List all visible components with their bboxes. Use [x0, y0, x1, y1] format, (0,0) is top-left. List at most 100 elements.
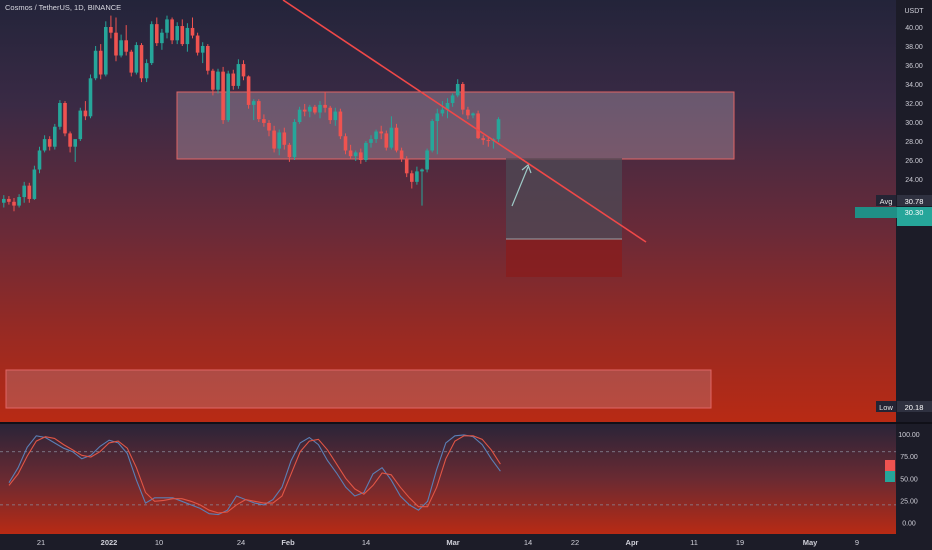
candle-body: [287, 144, 292, 158]
candle-body: [348, 150, 353, 157]
candle: [287, 142, 292, 162]
symbol-title[interactable]: Cosmos / TetherUS, 1D, BINANCE: [5, 3, 121, 12]
time-tick-label: Feb: [281, 538, 295, 547]
osc-tick-label: 50.00: [900, 476, 918, 483]
candle-body: [353, 152, 358, 157]
low-price-badge[interactable]: Low 20.18: [876, 401, 932, 412]
support-zone[interactable]: [5, 369, 712, 409]
candle-body: [471, 113, 475, 116]
long-position-target-area[interactable]: [506, 158, 622, 239]
price-tick-label: 24.00: [905, 177, 923, 184]
candle-body: [359, 152, 363, 160]
candle-body: [68, 133, 72, 147]
candle: [328, 105, 332, 124]
candle-body: [221, 71, 225, 121]
avg-value: 30.78: [905, 197, 924, 206]
candle: [231, 69, 236, 90]
candle-body: [236, 64, 241, 86]
candle: [17, 194, 21, 208]
candle-body: [379, 131, 383, 134]
candle-body: [272, 130, 276, 149]
time-axis[interactable]: [0, 534, 932, 550]
low-label: Low: [879, 403, 893, 412]
candle: [160, 28, 164, 50]
candle-body: [47, 139, 52, 147]
price-axis[interactable]: [896, 0, 932, 534]
candle-body: [435, 113, 440, 122]
main-pane[interactable]: [0, 0, 896, 422]
candle-body: [22, 185, 26, 198]
candle: [7, 196, 11, 205]
candle-body: [338, 111, 343, 137]
candle: [262, 114, 266, 127]
candle-body: [420, 169, 424, 172]
candle-body: [297, 109, 302, 122]
candle: [277, 129, 281, 156]
candle-body: [308, 106, 312, 112]
long-position-stop-area[interactable]: [506, 239, 622, 277]
candle: [190, 17, 195, 39]
stochastic-rsi: [0, 434, 896, 516]
candle: [22, 181, 26, 203]
candle: [384, 130, 389, 151]
last-price-badge[interactable]: 30.30: [855, 207, 932, 226]
candle-body: [170, 19, 174, 41]
candle: [445, 98, 450, 119]
candle: [170, 17, 174, 45]
time-tick-label: May: [803, 538, 818, 547]
candle: [206, 44, 210, 75]
candle-body: [277, 132, 281, 149]
candle-body: [53, 126, 57, 147]
candle: [430, 119, 434, 153]
stoch-k-line: [8, 434, 501, 516]
candle-body: [292, 122, 297, 158]
candle-body: [83, 110, 88, 117]
osc-tick-label: 25.00: [900, 498, 918, 505]
candle-body: [318, 104, 322, 113]
candle-body: [27, 185, 32, 199]
candle: [78, 107, 83, 141]
candle-body: [12, 201, 16, 206]
candle: [134, 42, 139, 75]
candle-body: [410, 173, 414, 182]
candle: [114, 17, 118, 62]
candle: [267, 120, 271, 137]
price-tick-label: 40.00: [905, 25, 923, 32]
candle: [226, 70, 230, 122]
candle: [27, 182, 32, 203]
candle-body: [109, 27, 113, 33]
candle: [420, 168, 424, 206]
candle: [88, 74, 93, 119]
candle-body: [369, 139, 373, 143]
resistance-zone[interactable]: [176, 91, 735, 160]
candle-body: [17, 197, 21, 206]
oscillator-pane[interactable]: [0, 424, 896, 534]
candle-body: [415, 171, 419, 182]
candle-body: [364, 142, 368, 160]
candle-body: [481, 138, 485, 141]
osc-k-value-marker: [885, 471, 895, 482]
candle-body: [343, 136, 348, 151]
candle: [394, 123, 399, 153]
candle: [353, 150, 358, 161]
candle-body: [231, 73, 236, 86]
candle: [211, 68, 215, 96]
candle: [461, 82, 465, 115]
candle-body: [149, 24, 154, 64]
time-tick-label: 19: [736, 538, 744, 547]
candle-body: [134, 45, 139, 73]
candle: [53, 123, 57, 150]
candle: [379, 125, 383, 140]
candle-body: [440, 109, 445, 114]
candle-body: [155, 24, 159, 44]
candle: [323, 91, 327, 113]
avg-price-badge[interactable]: Avg 30.78: [876, 195, 932, 206]
trend-line[interactable]: [282, 0, 647, 243]
candle-body: [430, 121, 434, 151]
candle-body: [200, 46, 205, 53]
low-value: 20.18: [905, 403, 924, 412]
candle: [200, 42, 205, 64]
arrow-projection[interactable]: [511, 163, 532, 207]
